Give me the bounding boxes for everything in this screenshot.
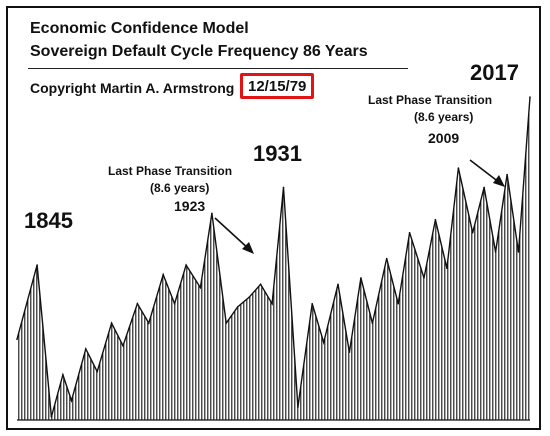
cycle-area: [17, 97, 530, 420]
cycle-point-1889: [162, 273, 164, 276]
cycle-point-1866: [96, 370, 98, 373]
peak-label-1845: 1845: [24, 208, 73, 233]
date-highlight-box: [240, 73, 314, 99]
cycle-point-1911: [225, 322, 227, 324]
cycle-point-1893: [173, 302, 176, 305]
cycle-point-1967: [385, 257, 388, 260]
cycle-point-1838: [16, 338, 18, 341]
left-transition-period: (8.6 years): [150, 181, 210, 195]
cycle-point-1857: [70, 399, 73, 402]
cycle-point-2001: [483, 186, 485, 189]
cycle-point-1945: [322, 341, 325, 344]
cycle-point-1854: [62, 374, 64, 376]
cycle-point-1845: [36, 264, 38, 266]
cycle-point-1975: [408, 231, 411, 234]
cycle-point-1880: [136, 302, 139, 305]
cycle-point-1962: [371, 322, 374, 324]
cycle-point-2017: [529, 96, 531, 98]
cycle-point-1958: [360, 277, 362, 279]
cycle-point-1971: [397, 302, 400, 305]
arrow-left-transition: [214, 217, 254, 254]
copyright-date: 12/15/79: [248, 78, 307, 95]
cycle-point-1902: [199, 286, 202, 289]
cycle-point-1923: [259, 283, 262, 286]
cycle-point-1950: [337, 283, 339, 286]
cycle-point-1927: [271, 302, 273, 305]
cycle-point-1915: [236, 306, 239, 308]
cycle-outline: [16, 96, 531, 417]
cycle-point-1875: [122, 344, 124, 347]
cycle-point-1850: [50, 416, 53, 418]
cycle-point-1954: [348, 351, 351, 354]
cycle-point-1988: [446, 267, 448, 270]
cycle-point-1941: [311, 302, 314, 305]
cycle-point-1997: [471, 231, 474, 234]
cycle-point-1871: [110, 322, 113, 324]
cycle-point-1906: [211, 212, 213, 215]
chart-title-line-1: Economic Confidence Model: [30, 20, 249, 37]
cycle-point-1992: [457, 167, 460, 169]
chart-title-line-2: Sovereign Default Cycle Frequency 86 Yea…: [30, 43, 368, 60]
plot-area: [16, 96, 531, 421]
right-transition-period: (8.6 years): [414, 110, 474, 124]
cycle-point-2005: [494, 251, 497, 253]
right-transition-year: 2009: [428, 130, 460, 146]
cycle-point-1936: [297, 406, 299, 408]
cycle-point-1984: [434, 218, 437, 221]
cycle-point-1980: [423, 277, 425, 279]
cycle-point-1884: [148, 322, 150, 324]
cycle-point-1897: [185, 264, 187, 266]
left-transition-label: Last Phase Transition: [108, 164, 233, 178]
copyright-text: Copyright Martin A. Armstrong: [30, 80, 235, 96]
cycle-point-2013: [517, 251, 520, 253]
left-transition-year: 1923: [174, 198, 206, 214]
cycle-point-1919: [248, 296, 250, 299]
peak-label-2017: 2017: [470, 60, 519, 85]
cycle-point-1931: [282, 186, 285, 189]
peak-label-1931: 1931: [253, 141, 302, 166]
arrow-right-transition: [469, 159, 505, 187]
cycle-point-2009: [506, 173, 508, 176]
title-divider: [28, 68, 408, 69]
right-transition-label: Last Phase Transition: [368, 93, 493, 107]
cycle-point-1862: [85, 348, 87, 350]
chart-frame: [6, 6, 541, 430]
